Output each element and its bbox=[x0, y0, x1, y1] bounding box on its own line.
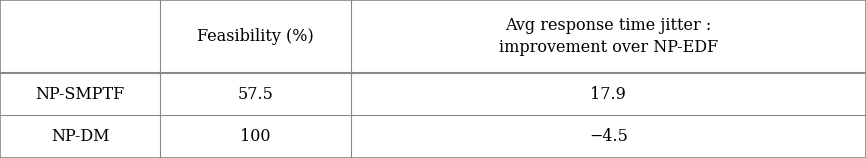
Text: NP-SMPTF: NP-SMPTF bbox=[36, 85, 125, 103]
Text: Feasibility (%): Feasibility (%) bbox=[197, 28, 313, 45]
Text: Avg response time jitter :
improvement over NP-EDF: Avg response time jitter : improvement o… bbox=[499, 17, 718, 56]
Text: −4.5: −4.5 bbox=[589, 128, 628, 145]
Text: NP-DM: NP-DM bbox=[51, 128, 109, 145]
Text: 100: 100 bbox=[240, 128, 271, 145]
Text: 57.5: 57.5 bbox=[237, 85, 274, 103]
Text: 17.9: 17.9 bbox=[591, 85, 626, 103]
